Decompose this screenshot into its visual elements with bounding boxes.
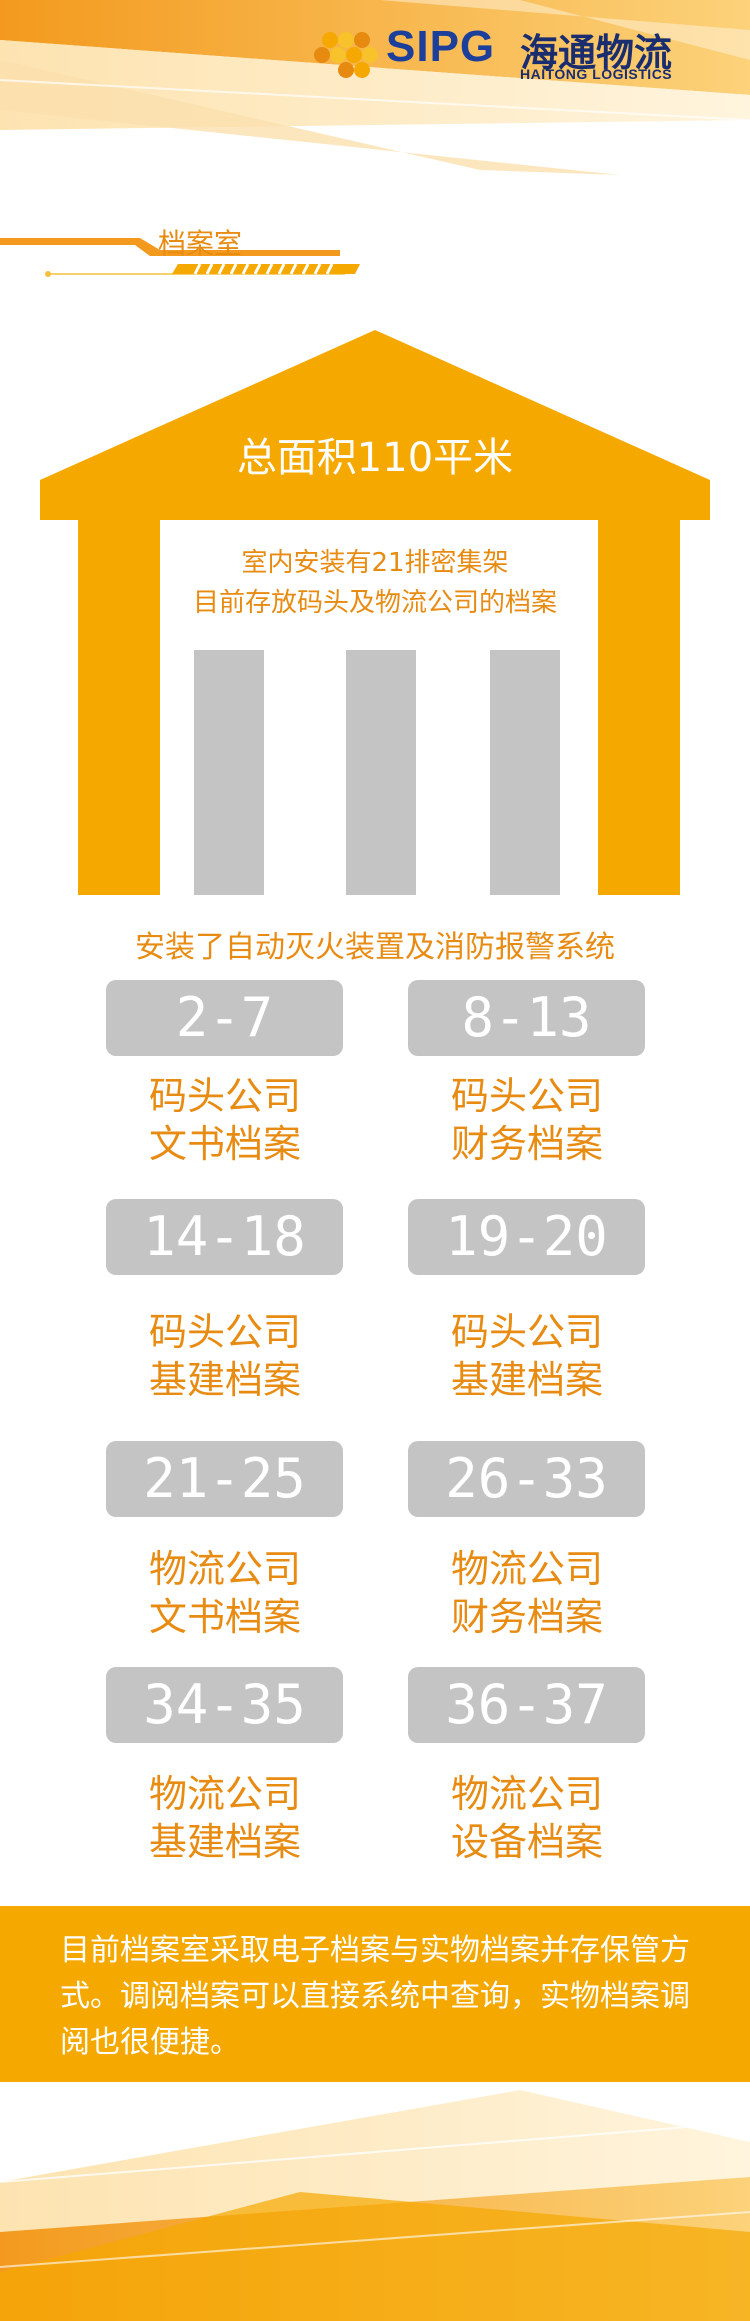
shelf-owner-label: 码头公司 bbox=[148, 1310, 301, 1354]
logo-sipg-text: SIPG bbox=[386, 22, 496, 71]
shelf-owner-label: 码头公司 bbox=[450, 1074, 603, 1118]
shelf-bar bbox=[194, 650, 264, 895]
header-banner bbox=[0, 0, 750, 180]
shelf-type-label: 基建档案 bbox=[450, 1358, 603, 1402]
shelf-type-label: 财务档案 bbox=[450, 1122, 603, 1166]
house-pillar-left bbox=[78, 520, 160, 895]
shelf-owner-label: 码头公司 bbox=[148, 1074, 301, 1118]
shelf-range-tile: 36-37 bbox=[408, 1667, 645, 1743]
shelf-bar bbox=[346, 650, 416, 895]
shelf-type-label: 财务档案 bbox=[450, 1595, 603, 1639]
sipg-logo-icon bbox=[314, 32, 378, 78]
shelf-range-tile: 2-7 bbox=[106, 980, 343, 1056]
shelf-type-label: 文书档案 bbox=[148, 1595, 301, 1639]
logo-haitong-sub: HAITONG LOGISTICS bbox=[520, 66, 673, 82]
shelf-bar bbox=[490, 650, 560, 895]
shelf-owner-label: 物流公司 bbox=[148, 1547, 301, 1591]
shelf-range-tile: 8-13 bbox=[408, 980, 645, 1056]
shelf-range-tile: 14-18 bbox=[106, 1199, 343, 1275]
footer-banner bbox=[0, 2082, 750, 2321]
archive-room-illustration bbox=[40, 330, 710, 895]
fire-system-text: 安装了自动灭火装置及消防报警系统 bbox=[135, 930, 615, 965]
shelf-type-label: 基建档案 bbox=[148, 1358, 301, 1402]
section-title-decoration bbox=[0, 238, 360, 277]
shelf-owner-label: 码头公司 bbox=[450, 1310, 603, 1354]
shelf-owner-label: 物流公司 bbox=[450, 1547, 603, 1591]
total-area: 总面积110平米 bbox=[236, 435, 514, 481]
shelf-owner-label: 物流公司 bbox=[450, 1772, 603, 1816]
shelf-type-label: 设备档案 bbox=[450, 1820, 603, 1864]
house-roof bbox=[40, 330, 710, 520]
shelf-range-tile: 21-25 bbox=[106, 1441, 343, 1517]
shelf-type-label: 基建档案 bbox=[148, 1820, 301, 1864]
shelf-range-tile: 19-20 bbox=[408, 1199, 645, 1275]
shelf-range-tile: 34-35 bbox=[106, 1667, 343, 1743]
shelf-range-tile: 26-33 bbox=[408, 1441, 645, 1517]
summary-band bbox=[0, 1906, 750, 2082]
shelf-type-label: 文书档案 bbox=[148, 1122, 301, 1166]
shelf-owner-label: 物流公司 bbox=[148, 1772, 301, 1816]
storage-content-text: 目前存放码头及物流公司的档案 bbox=[192, 588, 557, 618]
section-title: 档案室 bbox=[158, 227, 243, 260]
logo-haitong-text: 海通物流 bbox=[520, 31, 673, 75]
summary-text: 目前档案室采取电子档案与实物档案并存保管方式。调阅档案可以直接系统中查询，实物档… bbox=[60, 1933, 690, 2060]
house-pillar-right bbox=[598, 520, 680, 895]
shelf-count-text: 室内安装有21排密集架 bbox=[241, 548, 509, 578]
